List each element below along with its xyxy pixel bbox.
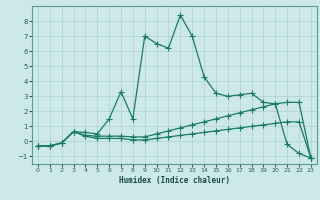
X-axis label: Humidex (Indice chaleur): Humidex (Indice chaleur): [119, 176, 230, 185]
